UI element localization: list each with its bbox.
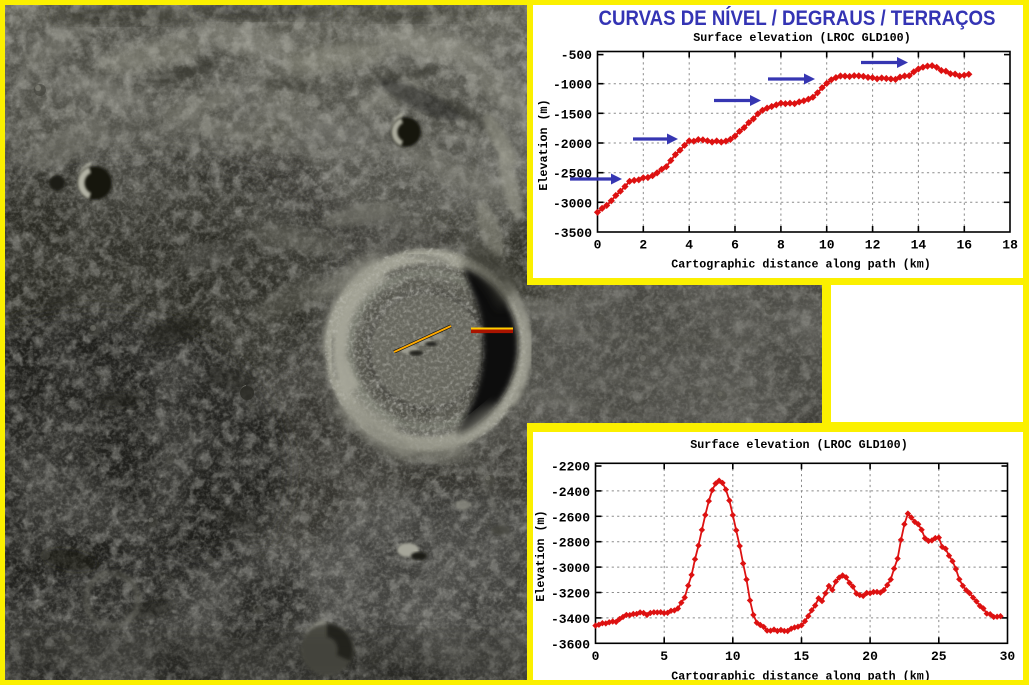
svg-text:-2400: -2400	[551, 485, 590, 500]
svg-text:-2200: -2200	[551, 460, 590, 475]
svg-text:15: 15	[794, 649, 810, 664]
svg-text:-2800: -2800	[551, 536, 590, 551]
svg-text:-3200: -3200	[551, 587, 590, 602]
svg-text:30: 30	[1000, 649, 1016, 664]
svg-text:2: 2	[639, 238, 647, 253]
svg-text:-3000: -3000	[551, 561, 590, 576]
svg-text:10: 10	[819, 238, 835, 253]
svg-text:-3400: -3400	[551, 612, 590, 627]
svg-text:Surface elevation (LROC GLD100: Surface elevation (LROC GLD100)	[693, 31, 910, 45]
svg-text:-3000: -3000	[553, 196, 592, 211]
svg-text:10: 10	[725, 649, 741, 664]
svg-text:8: 8	[777, 238, 785, 253]
svg-text:5: 5	[660, 649, 668, 664]
svg-text:25: 25	[931, 649, 947, 664]
svg-text:CURVAS DE NÍVEL / DEGRAUS / TE: CURVAS DE NÍVEL / DEGRAUS / TERRAÇOS	[599, 7, 996, 30]
svg-text:Elevation (m): Elevation (m)	[537, 99, 551, 190]
svg-text:Cartographic distance along pa: Cartographic distance along path (km)	[671, 670, 931, 681]
svg-text:12: 12	[865, 238, 881, 253]
svg-text:Elevation (m): Elevation (m)	[534, 510, 548, 601]
svg-text:6: 6	[731, 238, 739, 253]
svg-text:-2600: -2600	[551, 510, 590, 525]
svg-text:18: 18	[1002, 238, 1018, 253]
svg-text:14: 14	[911, 238, 927, 253]
svg-text:20: 20	[862, 649, 878, 664]
svg-text:-500: -500	[561, 48, 592, 63]
svg-text:-1500: -1500	[553, 107, 592, 122]
svg-text:0: 0	[594, 238, 602, 253]
svg-text:Cartographic distance along pa: Cartographic distance along path (km)	[671, 258, 931, 272]
svg-text:-3600: -3600	[551, 637, 590, 652]
svg-text:16: 16	[956, 238, 972, 253]
svg-text:-3500: -3500	[553, 226, 592, 241]
svg-text:4: 4	[685, 238, 693, 253]
svg-text:0: 0	[592, 649, 600, 664]
svg-text:-2000: -2000	[553, 137, 592, 152]
svg-text:Surface elevation (LROC GLD100: Surface elevation (LROC GLD100)	[690, 438, 907, 452]
svg-text:-1000: -1000	[553, 78, 592, 93]
